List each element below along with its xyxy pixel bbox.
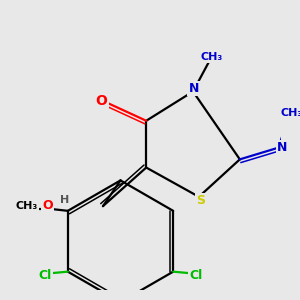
Text: N: N: [277, 141, 287, 154]
Text: N: N: [188, 82, 199, 95]
Text: CH₃: CH₃: [15, 201, 38, 211]
Text: Cl: Cl: [39, 269, 52, 282]
Text: O: O: [42, 199, 53, 212]
Text: Cl: Cl: [189, 269, 202, 282]
Text: H: H: [60, 195, 69, 205]
Text: S: S: [196, 194, 205, 207]
Text: CH₃: CH₃: [201, 52, 223, 62]
Text: CH₃: CH₃: [280, 108, 300, 118]
Text: O: O: [96, 94, 107, 108]
